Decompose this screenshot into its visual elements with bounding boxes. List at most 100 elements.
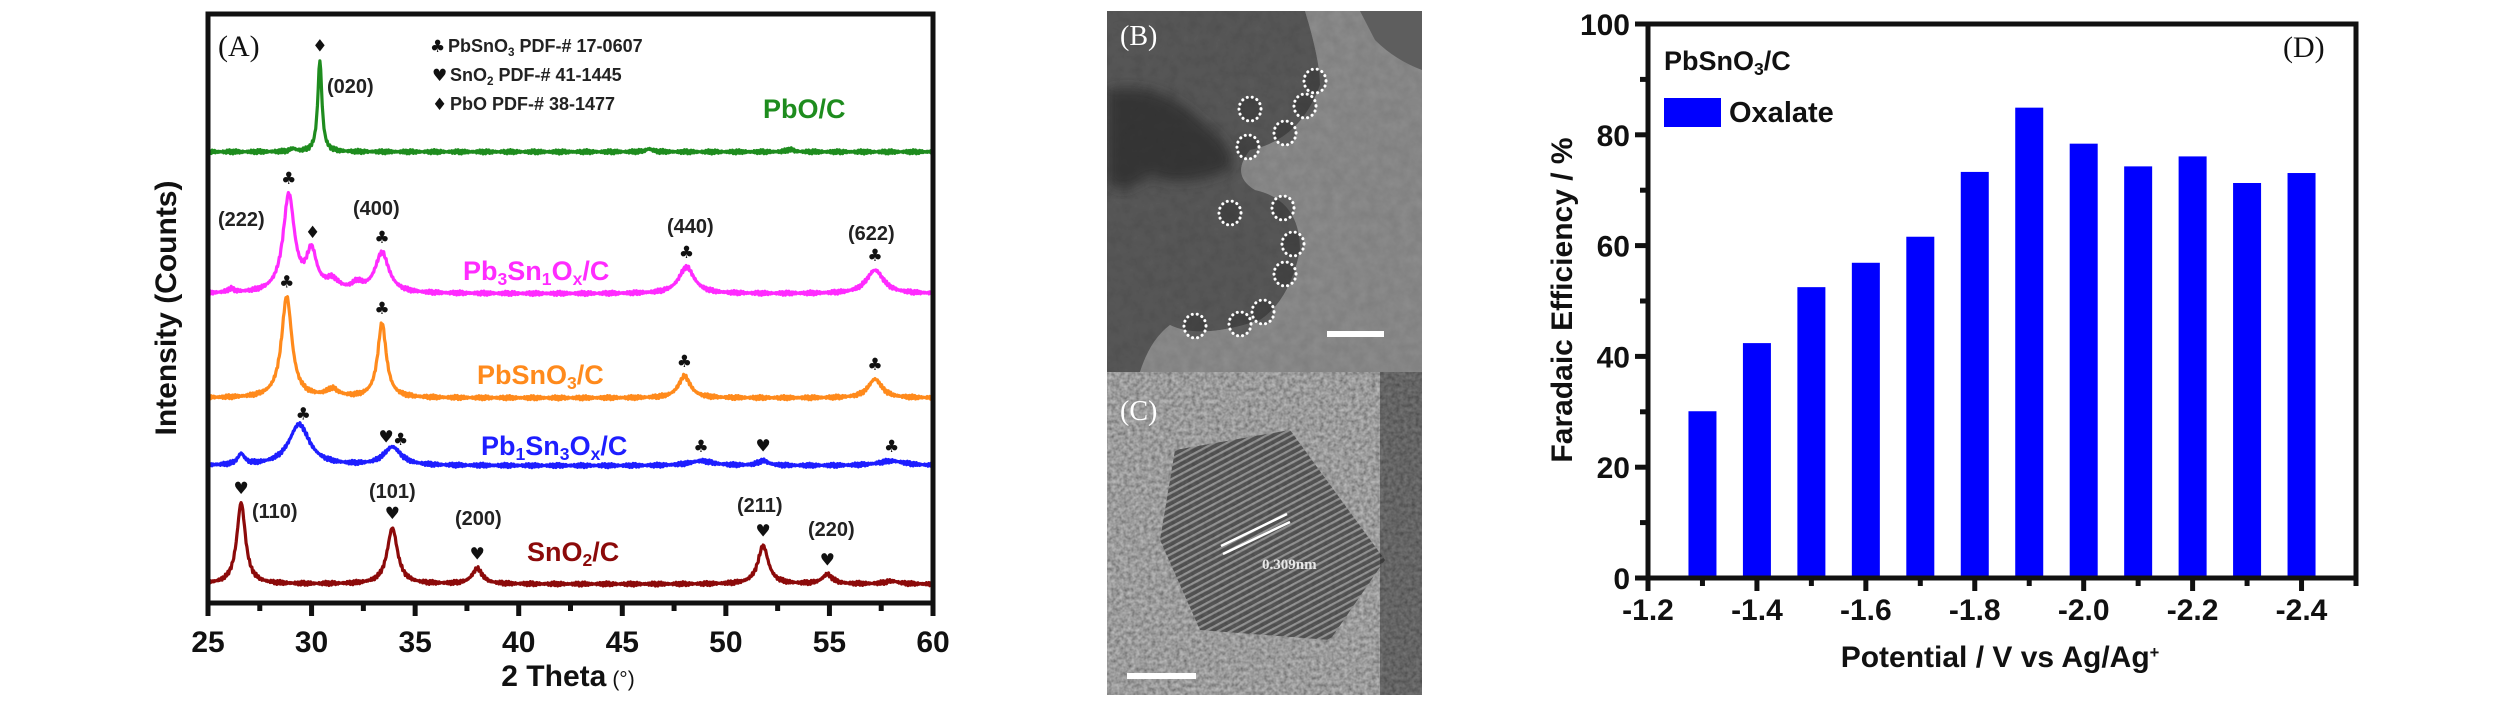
text-segment: +	[2150, 644, 2160, 662]
text-segment: PbSnO	[477, 360, 567, 390]
scale-bar-c	[1127, 673, 1196, 679]
peak-marker: ♥	[379, 427, 394, 447]
legend-symbol: ♣	[430, 37, 445, 57]
x-tick-label: -1.4	[1731, 594, 1783, 627]
dotted-circle	[1237, 95, 1263, 123]
bar-oxalate	[1688, 411, 1717, 578]
bar-oxalate	[1797, 287, 1826, 578]
text-segment: /C	[577, 360, 604, 390]
y-tick-label: 40	[1597, 341, 1630, 374]
hkl-annotations: (020) (222) (400) (440) (622) (110) (101) (200)…	[218, 76, 895, 541]
x-tick-label: -2.2	[2167, 594, 2219, 627]
faradaic-efficiency-chart-panel: -1.2 -1.4 -1.6 -1.8 -2.0 -2.2 -2.4 0 20 40 60 80 100…	[1546, 9, 2359, 674]
xrd-y-axis-title: Intensity (Counts)	[150, 181, 183, 436]
panel-label-d: (D)	[2283, 31, 2325, 64]
text-segment: 1	[542, 269, 552, 289]
xrd-legend: ♣ PbSnO3 PDF-# 17-0607♥ SnO2 PDF-# 41-144…	[430, 36, 643, 115]
lattice-line	[1222, 520, 1291, 556]
text-segment: /C	[592, 537, 619, 567]
x-tick-label: -2.4	[2276, 594, 2328, 627]
legend-symbol: ♥	[432, 66, 447, 86]
peak-marker: ♣	[296, 404, 311, 424]
y-tick-label: 20	[1597, 452, 1630, 485]
text-segment: PbO/C	[763, 94, 846, 124]
hkl-label: (020)	[327, 76, 374, 98]
text-segment: PbSnO	[448, 36, 508, 56]
y-tick-label: 60	[1597, 231, 1630, 264]
xrd-series-line	[206, 295, 935, 402]
dotted-circle	[1227, 310, 1253, 338]
dotted-circle	[1250, 298, 1276, 326]
bar-oxalate	[2233, 182, 2262, 579]
text-segment: SnO	[450, 65, 487, 85]
x-axis-title-text: 2 Theta	[501, 660, 606, 693]
bar-oxalate	[1742, 343, 1771, 578]
text-segment: 1	[516, 444, 526, 464]
hkl-label: (101)	[369, 481, 416, 503]
hkl-label: (220)	[808, 519, 855, 541]
tem-image-c: 0.309nm (C)	[1107, 372, 1422, 695]
x-tick-label: -1.8	[1949, 594, 2001, 627]
dotted-circle	[1302, 67, 1328, 95]
panel-label-a: (A)	[218, 30, 260, 63]
hkl-label: (440)	[667, 216, 714, 238]
lattice-fringes	[1160, 430, 1385, 640]
text-segment: 3	[1754, 59, 1764, 79]
series-label: Pb3Sn1Ox/C	[463, 256, 609, 289]
text-segment: Sn	[507, 256, 542, 286]
text-segment: 2	[487, 75, 494, 88]
fe-axes: -1.2 -1.4 -1.6 -1.8 -2.0 -2.2 -2.4 0 20 40 60 80 100	[1580, 9, 2359, 627]
peak-marker: ♦	[312, 36, 327, 56]
series-label: Pb1Sn3Ox/C	[481, 431, 627, 464]
text-segment: 3	[567, 373, 577, 393]
x-axis-unit: (°)	[612, 668, 634, 691]
dotted-circle	[1272, 119, 1298, 147]
bar-oxalate	[2069, 143, 2098, 578]
panel-label-c: (C)	[1120, 396, 1157, 427]
text-segment: 3	[498, 269, 508, 289]
text-segment: SnO	[527, 537, 583, 567]
peak-marker: ♣	[393, 430, 408, 450]
fe-y-axis-title: Faradaic Efficiency / %	[1546, 137, 1579, 462]
peak-marker: ♦	[305, 223, 320, 243]
text-segment: O	[552, 256, 573, 286]
bar-oxalate	[2015, 107, 2044, 579]
fe-sample-label: PbSnO3/C	[1664, 46, 1791, 79]
xrd-chart-panel: ♦♣♦ ♣♣ ♣♣♣♣ ♣♣♥ ♣ ♣ ♥ ♣♥♥♥♥♥ 25 30 35 40 45 50 55 60 (…	[150, 11, 950, 693]
dotted-circle	[1292, 92, 1318, 120]
bar-oxalate	[1851, 262, 1880, 578]
text-segment: /C	[1764, 46, 1791, 76]
bar-oxalate	[1960, 171, 1989, 578]
hkl-label: (211)	[737, 495, 783, 517]
fe-bars	[1688, 107, 2316, 579]
bar-oxalate	[2124, 166, 2153, 579]
peak-marker: ♣	[281, 169, 296, 189]
text-segment: Sn	[525, 431, 560, 461]
peak-marker: ♥	[470, 544, 485, 564]
peak-marker: ♣	[374, 299, 389, 319]
peak-markers: ♦♣♦ ♣♣ ♣♣♣♣ ♣♣♥ ♣ ♣ ♥ ♣♥♥♥♥♥	[234, 36, 900, 570]
text-segment: /C	[582, 256, 609, 286]
peak-marker: ♥	[756, 437, 771, 457]
text-segment: Pb	[463, 256, 498, 286]
peak-marker: ♣	[884, 437, 899, 457]
dotted-circle	[1217, 199, 1243, 227]
text-segment: x	[573, 269, 583, 289]
peak-marker: ♣	[679, 243, 694, 263]
dotted-circle	[1270, 194, 1296, 222]
x-tick-label: 30	[295, 626, 328, 659]
x-tick-label: 40	[502, 626, 535, 659]
lattice-line	[1220, 512, 1288, 548]
fe-x-axis-title: Potential / V vs Ag/Ag+	[1841, 641, 2160, 674]
bar-oxalate	[1906, 236, 1935, 578]
series-label: PbO/C	[763, 94, 846, 124]
nanoparticle-highlights	[1182, 67, 1328, 340]
xrd-x-axis: 25 30 35 40 45 50 55 60	[191, 603, 950, 659]
peak-marker: ♣	[867, 355, 882, 375]
peak-marker: ♣	[867, 246, 882, 266]
peak-marker: ♥	[385, 504, 400, 524]
peak-marker: ♣	[374, 228, 389, 248]
peak-marker: ♣	[677, 352, 692, 372]
text-segment: PDF-# 17-0607	[515, 36, 643, 56]
legend-entry: PbO PDF-# 38-1477	[450, 94, 615, 114]
